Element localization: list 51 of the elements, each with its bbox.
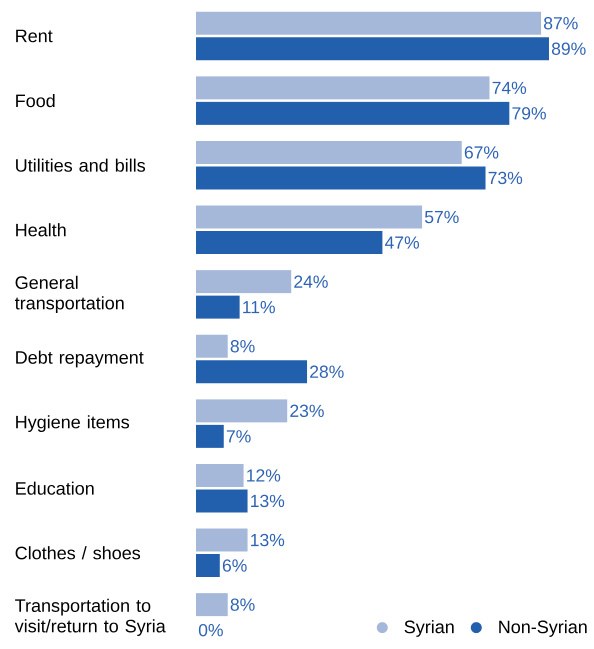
data-label: 67% <box>464 146 498 159</box>
data-label: 8% <box>230 340 255 352</box>
bar <box>196 489 248 512</box>
data-label: 73% <box>488 172 522 184</box>
y-tick-label: Transportation to visit/return to Syria <box>14 598 166 636</box>
bar <box>196 270 292 294</box>
data-label: 12% <box>247 469 280 482</box>
y-tick-label: Education <box>16 482 94 495</box>
bar <box>196 360 308 384</box>
bar <box>196 140 462 164</box>
y-tick-label: Clothes / shoes <box>16 546 140 560</box>
bar <box>196 206 422 229</box>
y-tick-label: Utilities and bills <box>16 158 146 172</box>
y-tick-label: Debt repayment <box>16 350 144 368</box>
y-tick-label: Health <box>16 223 66 236</box>
data-label: 74% <box>492 82 526 94</box>
data-label: 7% <box>226 430 251 442</box>
data-label: 79% <box>512 107 546 120</box>
bar <box>196 296 240 319</box>
bar <box>196 593 228 616</box>
data-label: 6% <box>222 559 247 572</box>
data-label: 13% <box>251 494 284 508</box>
data-label: 28% <box>310 366 344 378</box>
legend-label: Syrian <box>404 620 454 637</box>
y-tick-label: General transportation <box>14 276 124 314</box>
data-label: 8% <box>230 598 255 611</box>
data-label: 57% <box>424 210 459 224</box>
bar <box>196 76 490 100</box>
y-tick-label: Hygiene items <box>16 415 130 432</box>
data-label: 47% <box>385 236 420 249</box>
bar <box>196 464 244 487</box>
data-label: 89% <box>552 42 586 55</box>
data-label: 24% <box>294 275 328 288</box>
data-label: 11% <box>243 301 275 314</box>
bar <box>196 166 486 190</box>
bar <box>196 399 288 422</box>
bar <box>196 528 248 552</box>
legend-label: Non-Syrian <box>499 620 587 637</box>
data-label: 87% <box>544 17 578 30</box>
bar <box>196 424 224 448</box>
bar <box>196 102 510 125</box>
bar <box>196 334 228 358</box>
bar <box>196 554 220 578</box>
y-tick-label: Rent <box>16 30 53 42</box>
y-tick-label: Food <box>16 94 55 108</box>
bar <box>196 231 382 254</box>
bar <box>196 12 542 35</box>
data-label: 0% <box>198 624 223 636</box>
data-label: 23% <box>290 404 324 418</box>
bar <box>196 37 549 60</box>
data-label: 13% <box>251 534 284 546</box>
